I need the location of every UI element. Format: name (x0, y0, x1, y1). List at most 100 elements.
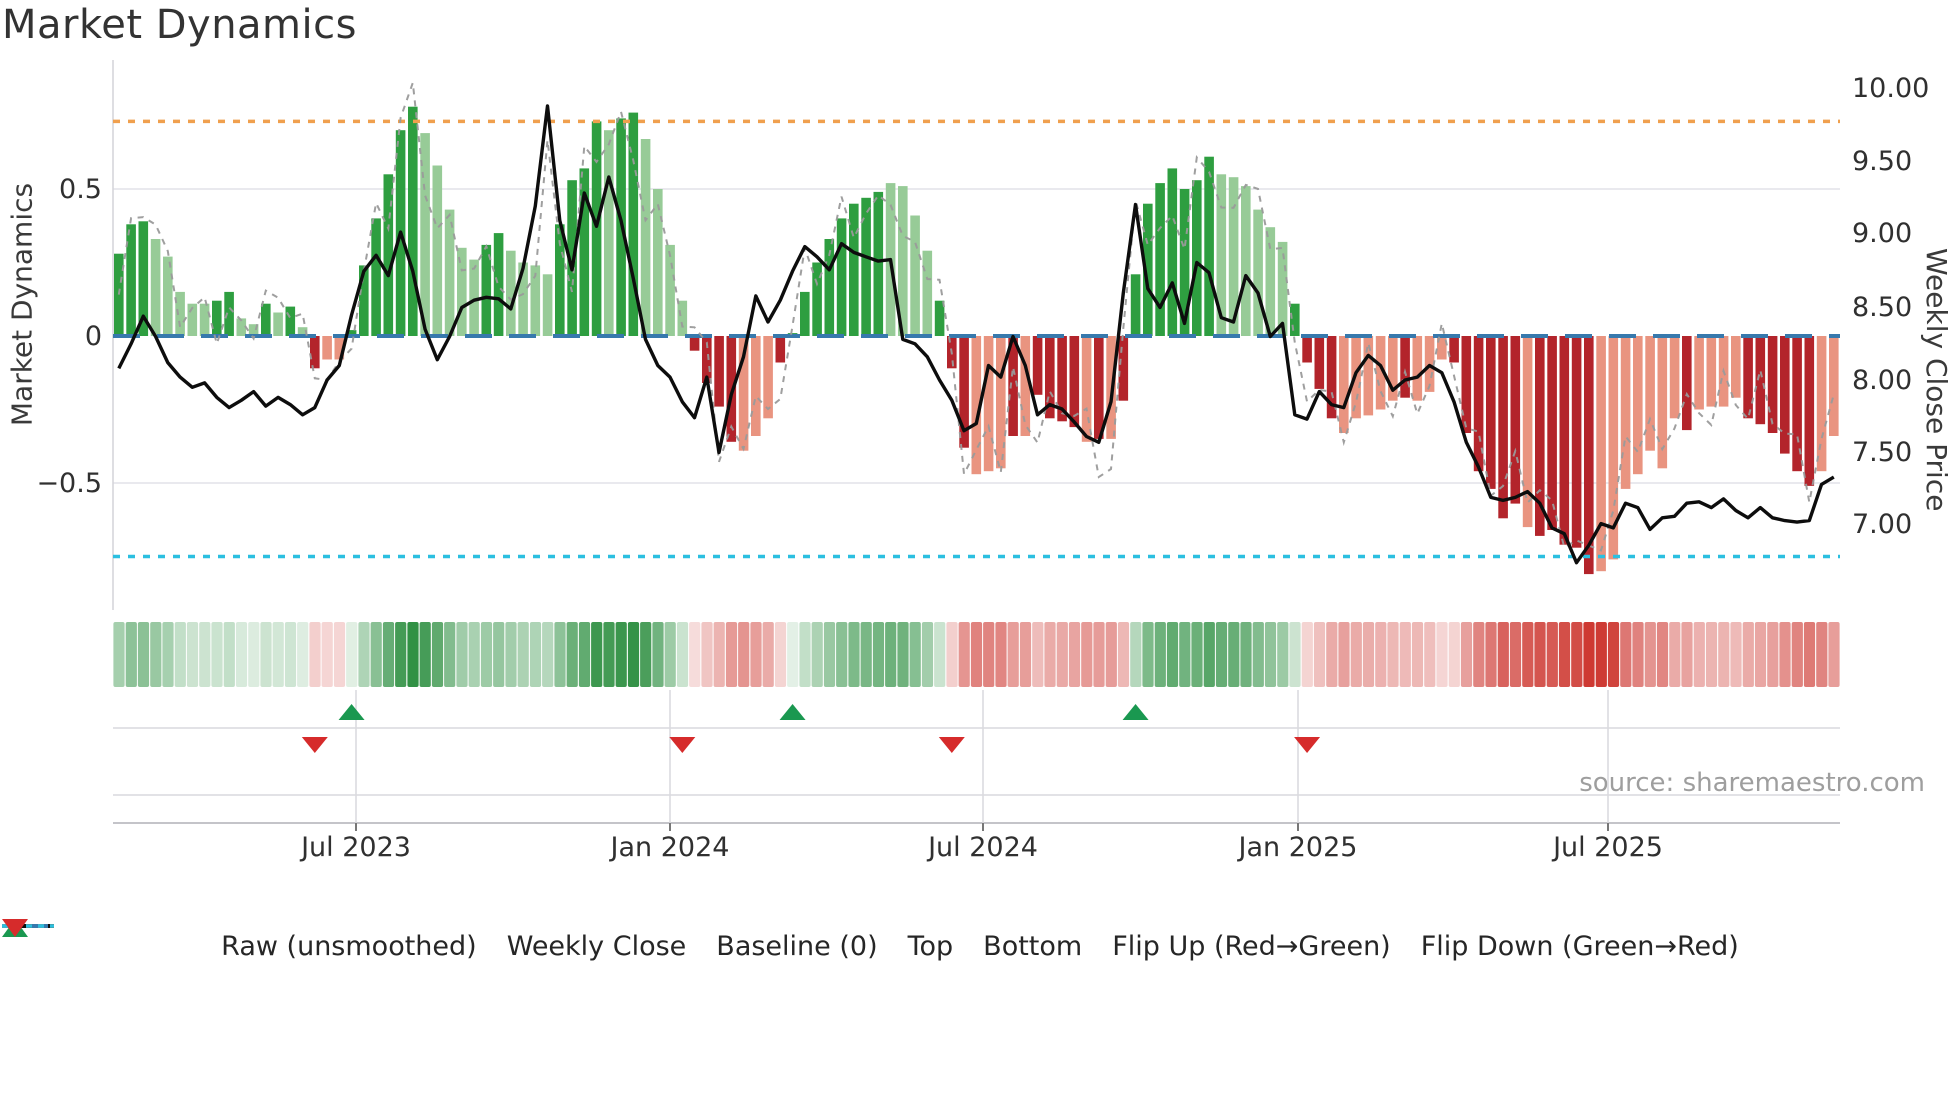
heatmap-cell (1816, 622, 1828, 687)
x-tick-jan-2025: Jan 2025 (1238, 832, 1358, 863)
flip-down-marker (1294, 737, 1321, 753)
heatmap-cell (1497, 622, 1509, 687)
heatmap-cell (640, 622, 652, 687)
right-tick-10.00: 10.00 (1852, 73, 1930, 104)
right-axis-label: Weekly Close Price (1920, 248, 1953, 512)
heatmap-cell (701, 622, 713, 687)
oscillator-bar (1571, 336, 1582, 548)
oscillator-bar (1731, 336, 1741, 398)
oscillator-bar (187, 303, 198, 336)
heatmap-cell (836, 622, 848, 687)
oscillator-bar (1045, 336, 1055, 419)
flip-down-marker (669, 737, 696, 753)
heatmap-cell (162, 622, 174, 687)
oscillator-bar (1179, 189, 1190, 336)
legend-item-bottom: Bottom (2, 924, 1082, 962)
oscillator-bar (1400, 336, 1410, 398)
heatmap-cell (1558, 622, 1571, 687)
heatmap-cell (738, 622, 750, 687)
heatmap-cell (1803, 622, 1816, 687)
heatmap-cell (591, 622, 603, 687)
heatmap-cell (260, 622, 272, 687)
heatmap-cell (1068, 622, 1081, 687)
oscillator-bar (1694, 336, 1704, 410)
oscillator-bar (359, 265, 369, 336)
oscillator-bar (1449, 336, 1459, 363)
oscillator-bar (1486, 336, 1496, 489)
oscillator-bar (1094, 336, 1104, 439)
oscillator-bar (959, 336, 969, 448)
oscillator-bar (1522, 336, 1533, 528)
right-tick-7.00: 7.00 (1852, 509, 1913, 540)
oscillator-bar (261, 303, 271, 336)
heatmap-cell (456, 622, 468, 687)
legend-label: Raw (unsmoothed) (221, 930, 477, 962)
heatmap-cell (995, 622, 1007, 687)
heatmap-cell (1595, 622, 1607, 687)
heatmap-cell (1656, 622, 1669, 687)
heatmap-cell (480, 622, 493, 687)
heatmap-cell (885, 622, 897, 687)
oscillator-bar (481, 244, 492, 336)
heatmap-cell (1669, 622, 1681, 687)
heatmap-cell (1166, 622, 1179, 687)
oscillator-bar (1241, 186, 1251, 336)
x-tick-jul-2023: Jul 2023 (301, 832, 411, 863)
heatmap-cell (1644, 622, 1656, 687)
oscillator-bar (334, 336, 345, 360)
oscillator-bar (297, 327, 308, 336)
heatmap-cell (811, 622, 823, 687)
oscillator-bar (1167, 168, 1178, 336)
heatmap-cell (1424, 622, 1436, 687)
oscillator-bar (800, 291, 810, 336)
legend-item-raw: Raw (unsmoothed) (2, 924, 477, 962)
oscillator-bar (1020, 336, 1031, 436)
oscillator-bar (922, 250, 933, 336)
heatmap-cell (1350, 622, 1362, 687)
heatmap-cell (1448, 622, 1460, 687)
oscillator-bar (751, 336, 761, 436)
oscillator-bar (1547, 336, 1557, 530)
heatmap-cell (762, 622, 774, 687)
oscillator-bar (898, 186, 908, 336)
oscillator-bar (506, 250, 516, 336)
heatmap-cell (272, 622, 284, 687)
heatmap-cell (407, 622, 419, 687)
oscillator-bar (1363, 336, 1374, 416)
oscillator-bar (1473, 336, 1484, 472)
heatmap-cell (1571, 622, 1583, 687)
oscillator-bar (738, 336, 749, 451)
oscillator-bar (628, 112, 639, 336)
oscillator-bar (310, 336, 320, 369)
heatmap-cell (346, 622, 358, 687)
oscillator-bar (224, 291, 234, 336)
oscillator-bar (322, 336, 332, 360)
oscillator-bar (138, 221, 149, 336)
flip-up-marker (779, 704, 806, 720)
oscillator-bar (469, 259, 479, 336)
heatmap-cell (1142, 622, 1154, 687)
oscillator-bar (1412, 336, 1423, 401)
oscillator-bar (371, 218, 381, 336)
oscillator-bar (714, 336, 724, 407)
oscillator-bar (1596, 336, 1606, 572)
heatmap-cell (1289, 622, 1301, 687)
chart-legend: Raw (unsmoothed) Weekly Close Baseline (… (0, 916, 1960, 976)
oscillator-bar (248, 324, 259, 336)
heatmap-cell (1105, 622, 1117, 687)
oscillator-bar (849, 203, 859, 336)
heatmap-cell (1326, 622, 1338, 687)
oscillator-bar (812, 262, 822, 336)
oscillator-bar (1155, 183, 1165, 336)
heatmap-cell (1779, 622, 1791, 687)
heatmap-cell (1767, 622, 1779, 687)
oscillator-bar (1081, 336, 1092, 442)
oscillator-bar (1792, 336, 1802, 472)
red-down-triangle-icon (2, 919, 28, 937)
oscillator-bar (604, 130, 614, 336)
heatmap-cell (1240, 622, 1252, 687)
oscillator-bar (1388, 336, 1398, 401)
heatmap-cell (1546, 622, 1558, 687)
heatmap-cell (1509, 622, 1522, 687)
oscillator-bar (493, 233, 504, 336)
